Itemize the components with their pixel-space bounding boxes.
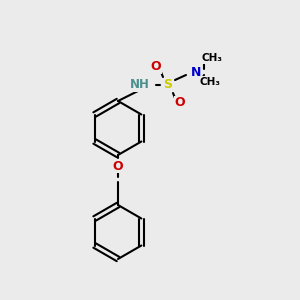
Text: S: S xyxy=(164,79,172,92)
Text: CH₃: CH₃ xyxy=(200,77,220,87)
Text: O: O xyxy=(175,97,185,110)
Text: O: O xyxy=(151,61,161,74)
Text: N: N xyxy=(191,65,201,79)
Text: CH₃: CH₃ xyxy=(202,53,223,63)
Text: NH: NH xyxy=(130,79,150,92)
Text: O: O xyxy=(113,160,123,172)
